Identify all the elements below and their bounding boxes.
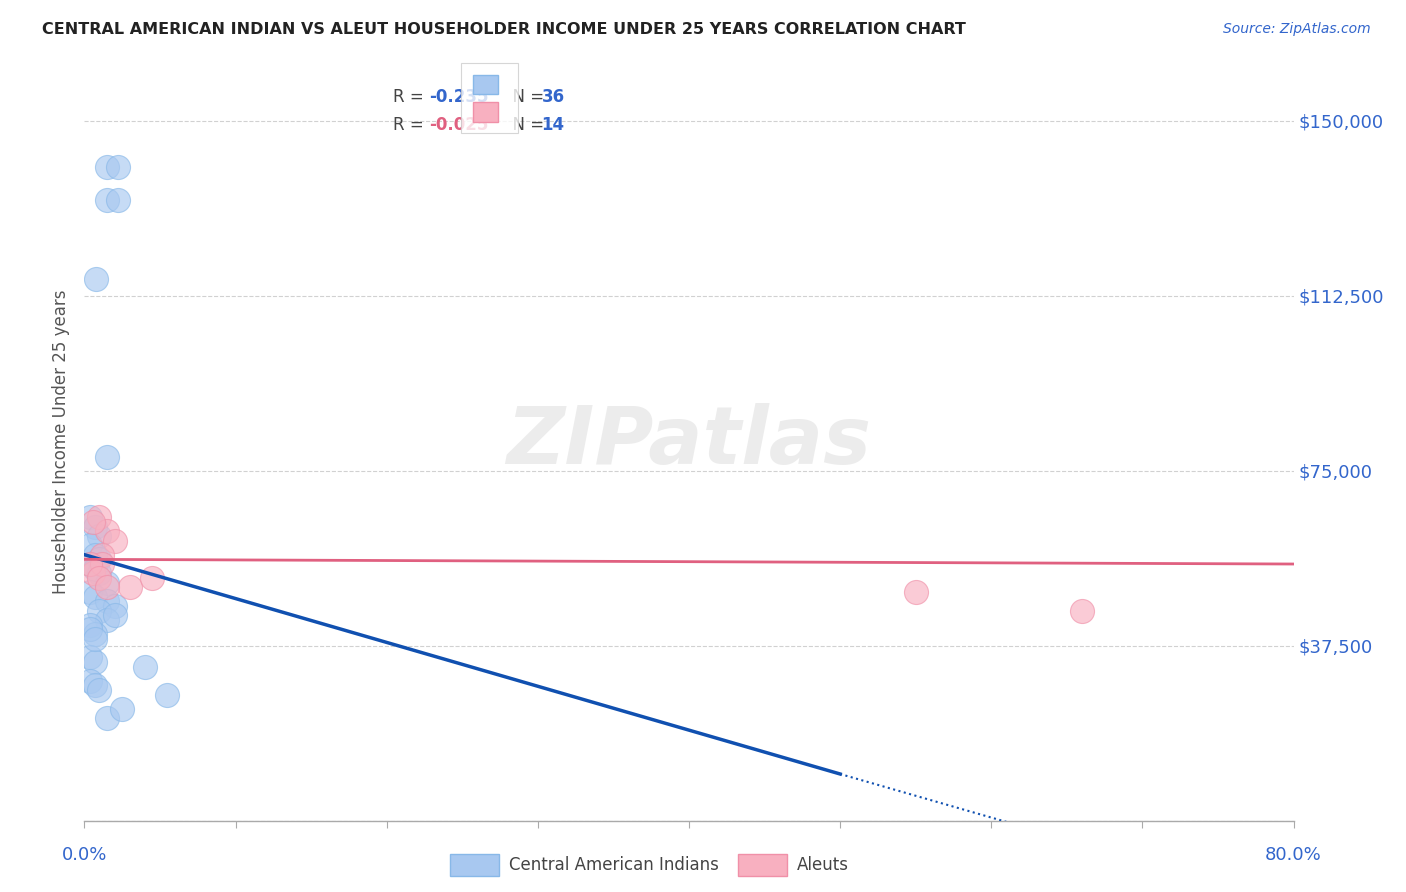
Point <box>1071 604 1094 618</box>
Point <box>118 580 141 594</box>
Point <box>89 510 111 524</box>
Text: CENTRAL AMERICAN INDIAN VS ALEUT HOUSEHOLDER INCOME UNDER 25 YEARS CORRELATION C: CENTRAL AMERICAN INDIAN VS ALEUT HOUSEHO… <box>42 22 966 37</box>
Text: ZIPatlas: ZIPatlas <box>506 402 872 481</box>
Text: 36: 36 <box>541 87 565 105</box>
Point <box>91 548 114 562</box>
Point <box>96 524 118 539</box>
Point <box>104 608 127 623</box>
Point <box>134 659 156 673</box>
Point <box>96 711 118 725</box>
Y-axis label: Householder Income Under 25 years: Householder Income Under 25 years <box>52 289 70 594</box>
Point <box>79 510 101 524</box>
Point <box>79 673 101 688</box>
Point <box>89 552 111 566</box>
Point <box>89 566 111 581</box>
Text: N =: N = <box>502 116 548 134</box>
Point <box>79 623 101 637</box>
Text: R =: R = <box>392 116 429 134</box>
Point <box>141 571 163 585</box>
Point <box>79 538 101 552</box>
Text: -0.025: -0.025 <box>429 116 488 134</box>
Point <box>89 683 111 698</box>
Point <box>79 585 101 599</box>
Point <box>82 515 104 529</box>
Text: Source: ZipAtlas.com: Source: ZipAtlas.com <box>1223 22 1371 37</box>
Text: 0.0%: 0.0% <box>62 847 107 864</box>
Point <box>111 701 134 715</box>
Point <box>89 529 111 543</box>
Text: 80.0%: 80.0% <box>1265 847 1322 864</box>
Text: Aleuts: Aleuts <box>797 856 849 874</box>
Point <box>84 627 107 641</box>
Point <box>86 272 108 286</box>
Point <box>84 562 107 576</box>
Point <box>96 594 118 608</box>
Point <box>84 548 107 562</box>
Point <box>84 519 107 533</box>
Point <box>84 590 107 604</box>
Point <box>79 650 101 665</box>
Text: N =: N = <box>502 87 548 105</box>
Point <box>156 688 179 702</box>
Text: R =: R = <box>392 87 429 105</box>
Point <box>104 599 127 613</box>
Point <box>107 193 129 207</box>
Point <box>79 557 101 571</box>
Point <box>96 575 118 590</box>
Point <box>107 161 129 175</box>
Point <box>84 678 107 692</box>
Point <box>91 557 114 571</box>
Point <box>104 533 127 548</box>
Point <box>79 617 101 632</box>
Point <box>89 604 111 618</box>
Point <box>96 193 118 207</box>
Text: 14: 14 <box>541 116 565 134</box>
Text: Central American Indians: Central American Indians <box>509 856 718 874</box>
Point <box>84 655 107 669</box>
Point <box>96 580 118 594</box>
Point <box>82 566 104 581</box>
Point <box>84 632 107 646</box>
Point <box>96 613 118 627</box>
Point <box>89 571 111 585</box>
Text: -0.235: -0.235 <box>429 87 488 105</box>
Point <box>79 557 101 571</box>
Point <box>96 450 118 464</box>
Point <box>904 585 927 599</box>
Legend: , : , <box>461 63 517 134</box>
Point <box>96 161 118 175</box>
